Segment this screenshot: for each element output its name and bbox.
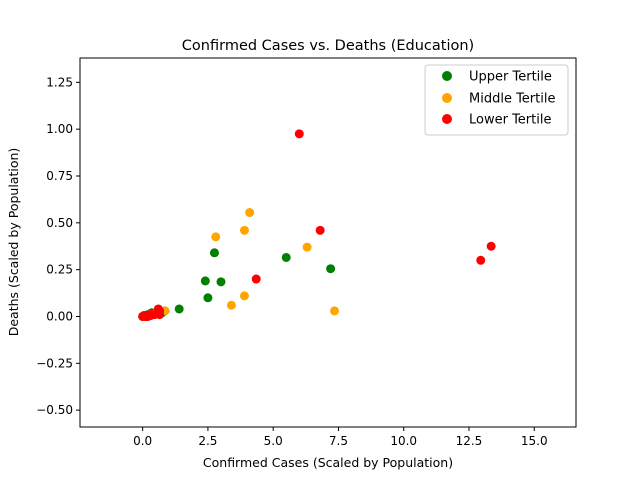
y-axis-ticks: −0.50 −0.25 0.00 0.25 0.50 0.75 1.00 1.25 — [36, 75, 80, 417]
x-tick-label: 5.0 — [264, 434, 283, 448]
point-upper-tertile-14 — [200, 276, 210, 286]
y-tick-label: −0.50 — [36, 403, 73, 417]
point-lower-tertile-13 — [155, 310, 165, 320]
x-axis-ticks: 0.0 2.5 5.0 7.5 10.0 12.5 15.0 — [133, 427, 548, 448]
legend-label-upper-tertile: Upper Tertile — [469, 70, 552, 85]
x-tick-label: 12.5 — [456, 434, 483, 448]
y-tick-label: 0.50 — [46, 216, 73, 230]
point-upper-tertile-18 — [281, 252, 291, 262]
x-tick-label: 7.5 — [329, 434, 348, 448]
point-middle-tertile-13 — [245, 208, 255, 218]
point-upper-tertile-15 — [203, 293, 213, 303]
point-lower-tertile-18 — [486, 241, 496, 251]
x-tick-label: 15.0 — [521, 434, 548, 448]
legend-label-lower-tertile: Lower Tertile — [469, 113, 551, 128]
legend-marker-lower-tertile — [442, 114, 452, 124]
point-lower-tertile-15 — [294, 129, 304, 139]
point-upper-tertile-13 — [174, 304, 184, 314]
point-middle-tertile-10 — [226, 300, 236, 310]
point-upper-tertile-19 — [326, 264, 336, 274]
point-lower-tertile-14 — [251, 274, 261, 284]
y-tick-label: 0.75 — [46, 169, 73, 183]
legend-marker-middle-tertile — [442, 93, 452, 103]
chart-title: Confirmed Cases vs. Deaths (Education) — [182, 38, 474, 54]
point-middle-tertile-9 — [211, 232, 221, 242]
x-axis-label: Confirmed Cases (Scaled by Population) — [203, 455, 453, 470]
point-lower-tertile-16 — [315, 225, 325, 235]
legend: Upper Tertile Middle Tertile Lower Terti… — [424, 64, 569, 136]
y-tick-label: −0.25 — [36, 356, 73, 370]
plot-points — [138, 129, 496, 321]
point-lower-tertile-17 — [476, 255, 486, 265]
point-upper-tertile-17 — [216, 277, 226, 287]
x-tick-label: 0.0 — [133, 434, 152, 448]
point-middle-tertile-15 — [330, 306, 340, 316]
x-tick-label: 2.5 — [198, 434, 217, 448]
point-upper-tertile-16 — [209, 248, 219, 258]
axes-frame — [79, 57, 577, 428]
y-axis-label: Deaths (Scaled by Population) — [6, 148, 21, 337]
point-middle-tertile-12 — [239, 225, 249, 235]
x-tick-label: 10.0 — [390, 434, 417, 448]
legend-marker-upper-tertile — [442, 71, 452, 81]
y-tick-label: 1.00 — [46, 122, 73, 136]
y-tick-label: 0.25 — [46, 263, 73, 277]
point-middle-tertile-11 — [239, 291, 249, 301]
legend-box — [424, 64, 569, 136]
legend-label-middle-tertile: Middle Tertile — [469, 92, 555, 107]
point-middle-tertile-14 — [302, 242, 312, 252]
y-tick-label: 1.25 — [46, 75, 73, 89]
y-tick-label: 0.00 — [46, 309, 73, 323]
